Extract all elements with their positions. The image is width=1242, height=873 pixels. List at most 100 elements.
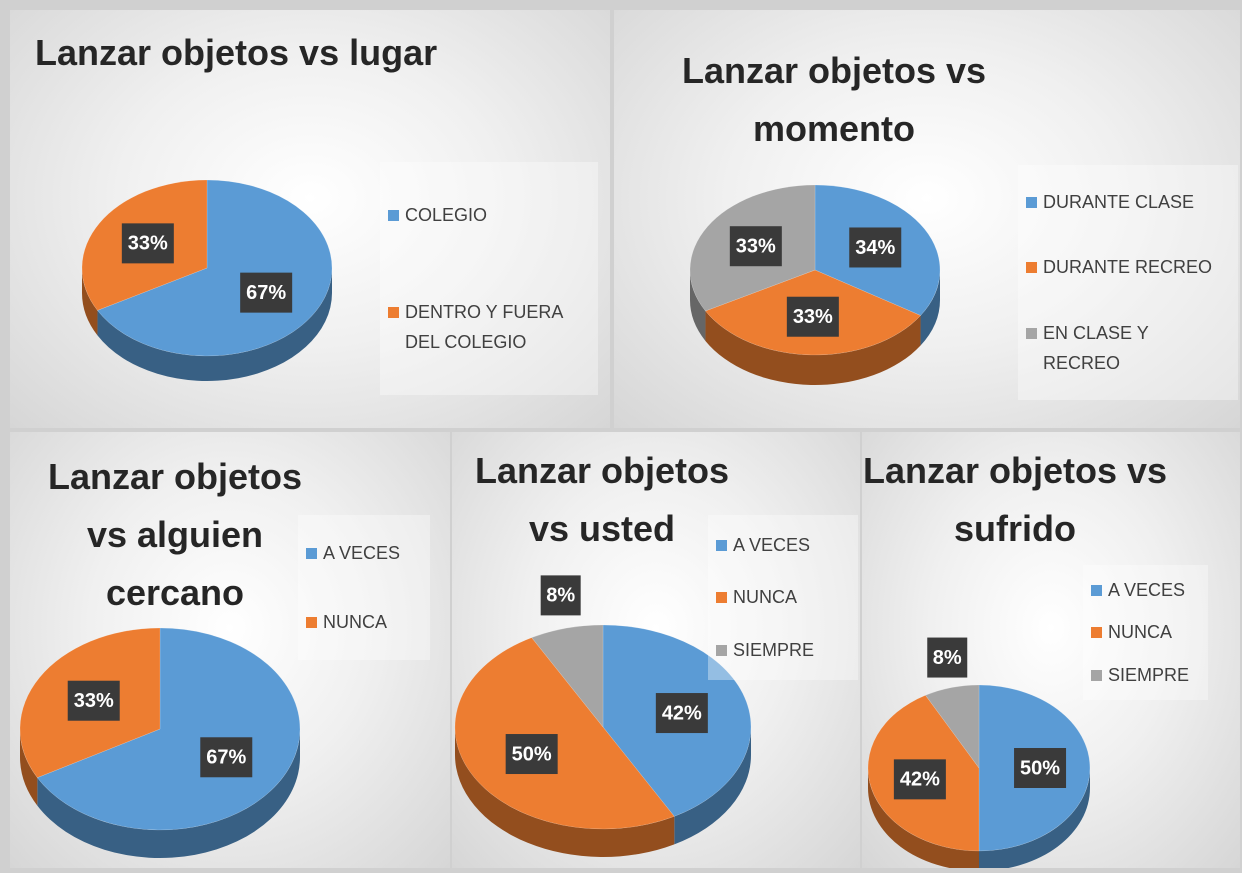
label-box	[121, 223, 174, 264]
legend-item: DURANTE RECREO	[1026, 252, 1230, 282]
legend-swatch	[1091, 669, 1102, 681]
pie-side	[97, 268, 332, 382]
legend: A VECES NUNCA SIEMPRE	[708, 515, 858, 680]
data-label: 8%	[546, 585, 575, 607]
legend-swatch	[1091, 627, 1102, 639]
pie-side	[674, 727, 751, 845]
legend-swatch	[1026, 262, 1037, 274]
legend-item: NUNCA	[1091, 617, 1200, 647]
pie-side	[690, 270, 706, 341]
legend-item: NUNCA	[306, 607, 422, 637]
legend-label: SIEMPRE	[1108, 664, 1190, 685]
pie-slice	[925, 684, 980, 769]
legend-swatch	[306, 548, 317, 560]
chart-title: Lanzar objetos vs alguien cercano	[47, 456, 303, 613]
legend: COLEGIO DENTRO Y FUERA DEL COLEGIO	[380, 162, 598, 395]
pie-side	[37, 729, 300, 858]
legend-label: SIEMPRE	[733, 639, 815, 660]
legend: DURANTE CLASE DURANTE RECREO EN CLASE Y RE…	[1018, 165, 1238, 400]
chart-title: Lanzar objetos vs lugar	[35, 32, 438, 73]
legend-item: EN CLASE Y RECREO	[1026, 318, 1230, 378]
chart-title: Lanzar objetos vs momento	[681, 50, 987, 149]
legend-label: A VECES	[1108, 580, 1186, 601]
legend-item: COLEGIO	[388, 200, 590, 230]
chart-panel: 34% 33% 33% Lanzar objetos vs momento DURANT…	[614, 10, 1240, 428]
pie-side	[920, 270, 940, 346]
legend-label: DURANTE CLASE	[1043, 191, 1195, 212]
label-box	[655, 693, 708, 734]
legend: A VECES NUNCA	[298, 515, 430, 660]
legend-item: NUNCA	[716, 582, 850, 612]
legend-label: DENTRO Y FUERA DEL COLEGIO	[405, 302, 563, 353]
chart-title: Lanzar objetos vs usted	[474, 450, 730, 549]
legend: A VECES NUNCA SIEMPRE	[1083, 565, 1208, 700]
legend-label: EN CLASE Y RECREO	[1043, 323, 1149, 374]
data-label: 33%	[128, 233, 168, 255]
legend-label: A VECES	[733, 535, 811, 556]
pie-chart: 67% 33%	[81, 179, 333, 382]
pie-chart: 42% 50% 8%	[454, 575, 752, 857]
data-label: 42%	[662, 702, 702, 724]
legend-swatch	[1026, 196, 1037, 208]
data-label: 8%	[933, 647, 962, 669]
legend-swatch	[1026, 328, 1037, 340]
legend-item: DENTRO Y FUERA DEL COLEGIO	[388, 297, 590, 357]
legend-swatch	[388, 307, 399, 319]
legend-swatch	[388, 209, 399, 221]
legend-swatch	[306, 616, 317, 628]
legend-swatch	[716, 644, 727, 656]
pie-slice	[36, 627, 301, 831]
legend-item: A VECES	[306, 538, 422, 568]
label-box	[849, 227, 902, 268]
pie-chart: 50% 42% 8%	[867, 637, 1091, 868]
legend-item: SIEMPRE	[716, 635, 850, 665]
chart-panel: 50% 42% 8% Lanzar objetos vs sufrido A VECES…	[862, 432, 1240, 868]
pie-slice	[531, 624, 604, 728]
data-label: 33%	[736, 235, 776, 257]
data-label: 50%	[512, 743, 552, 765]
data-label: 33%	[793, 306, 833, 328]
legend-label: NUNCA	[1108, 622, 1173, 643]
legend-label: A VECES	[323, 543, 401, 564]
pie-side	[705, 310, 921, 386]
legend-swatch	[716, 592, 727, 604]
label-box	[729, 226, 782, 267]
pie-chart: 67% 33%	[19, 627, 301, 858]
label-box	[893, 759, 946, 800]
legend-label: COLEGIO	[405, 204, 488, 225]
label-box	[1014, 748, 1067, 788]
data-label: 50%	[1020, 757, 1060, 779]
label-box	[200, 737, 253, 778]
data-label: 42%	[900, 769, 940, 791]
data-label: 33%	[74, 690, 114, 712]
pie-side	[82, 268, 98, 336]
pie-side	[20, 729, 38, 806]
chart-panel: 42% 50% 8% Lanzar objetos vs usted A VECES NU…	[452, 432, 860, 868]
chart-panel: 67% 33% Lanzar objetos vs alguien cercano A…	[10, 432, 450, 868]
data-label: 67%	[206, 747, 246, 769]
label-box	[505, 734, 558, 775]
chart-title: Lanzar objetos vs sufrido	[862, 450, 1168, 549]
pie-side	[979, 768, 1090, 868]
legend-item: SIEMPRE	[1091, 660, 1200, 690]
legend-swatch	[716, 540, 727, 552]
chart-panel: 67% 33% Lanzar objetos vs lugar COLEGIO DENT…	[10, 10, 610, 428]
data-label: 34%	[855, 237, 895, 259]
legend-item: DURANTE CLASE	[1026, 187, 1230, 217]
legend-swatch	[1091, 585, 1102, 597]
data-label: 67%	[246, 282, 286, 304]
pie-slice	[454, 637, 675, 830]
legend-label: DURANTE RECREO	[1043, 257, 1213, 278]
label-box	[540, 575, 581, 616]
legend-item: A VECES	[716, 530, 850, 560]
pie-chart: 34% 33% 33%	[689, 184, 941, 386]
label-box	[927, 637, 968, 678]
pie-side	[455, 727, 675, 857]
label-box	[240, 272, 293, 313]
legend-label: NUNCA	[733, 587, 798, 608]
legend-item: A VECES	[1091, 575, 1200, 605]
pie-side	[868, 768, 979, 868]
legend-label: NUNCA	[323, 611, 388, 632]
label-box	[67, 680, 120, 721]
